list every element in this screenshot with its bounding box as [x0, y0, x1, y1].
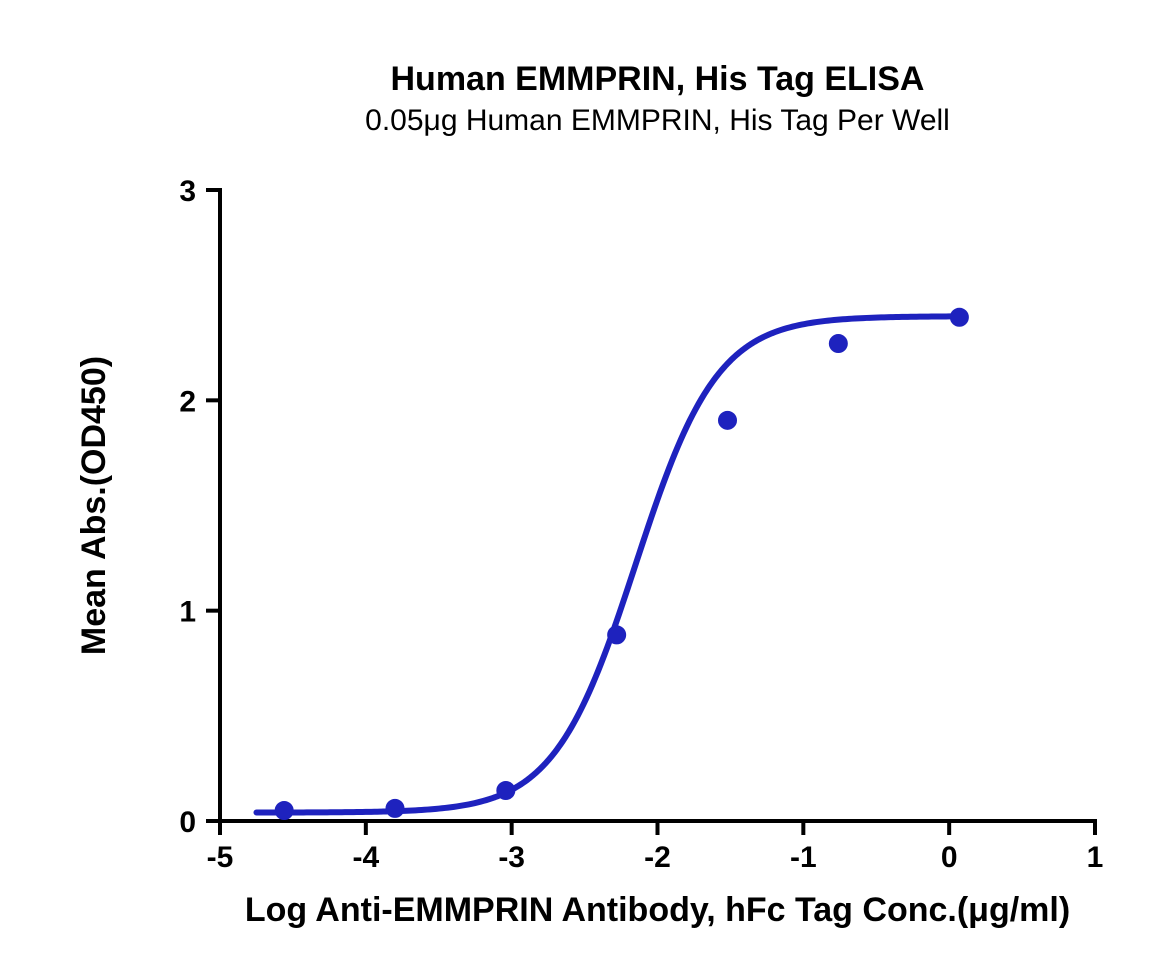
y-tick-label: 0 [179, 806, 196, 839]
chart-title: Human EMMPRIN, His Tag ELISA [391, 60, 925, 98]
data-point [829, 335, 847, 353]
data-point [386, 799, 404, 817]
data-point [608, 626, 626, 644]
y-tick-label: 2 [179, 385, 196, 418]
x-tick-label: -5 [207, 841, 234, 874]
x-tick-label: -4 [352, 841, 379, 874]
x-tick-label: 1 [1087, 841, 1104, 874]
x-tick-label: -2 [644, 841, 671, 874]
data-point [950, 308, 968, 326]
y-tick-label: 3 [179, 175, 196, 208]
x-tick-label: 0 [941, 841, 958, 874]
data-point [719, 411, 737, 429]
data-point [497, 782, 515, 800]
x-tick-label: -1 [790, 841, 817, 874]
chart-subtitle: 0.05μg Human EMMPRIN, His Tag Per Well [365, 104, 950, 137]
x-axis-label: Log Anti-EMMPRIN Antibody, hFc Tag Conc.… [245, 891, 1070, 929]
data-point [275, 801, 293, 819]
y-axis-label: Mean Abs.(OD450) [75, 356, 113, 655]
x-tick-label: -3 [498, 841, 525, 874]
y-tick-label: 1 [179, 596, 196, 629]
elisa-chart: Human EMMPRIN, His Tag ELISA 0.05μg Human… [0, 0, 1172, 969]
page-root: { "chart": { "type": "scatter-with-curve… [0, 0, 1172, 969]
